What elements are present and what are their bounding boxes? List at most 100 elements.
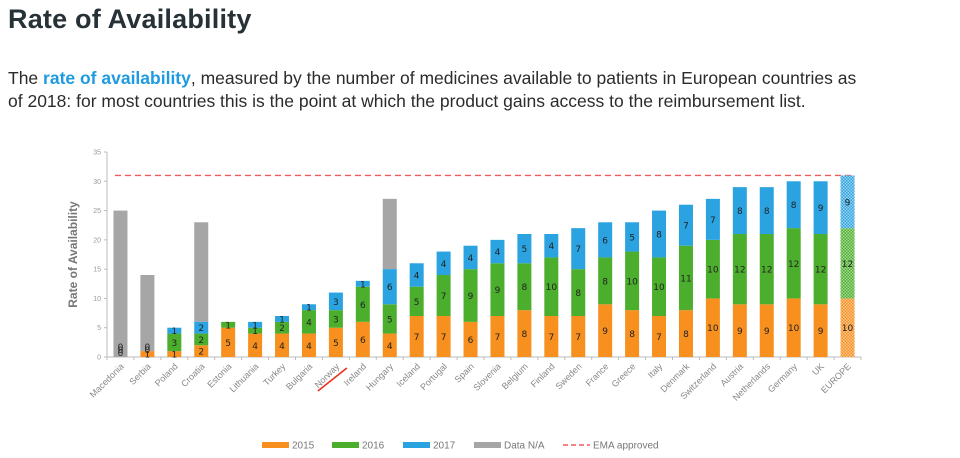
bar-2016	[194, 333, 209, 346]
bar-data-na	[113, 210, 128, 357]
desc-line1: , measured by the number of medicines av…	[190, 68, 857, 88]
legend-swatch-2016	[332, 442, 359, 448]
x-tick-label: Belgium	[500, 361, 530, 391]
data-label: 0	[118, 343, 124, 353]
data-label: 7	[495, 333, 501, 343]
data-label: 5	[414, 298, 420, 308]
y-tick-label: 25	[93, 208, 101, 215]
data-label: 6	[387, 283, 393, 293]
bar-2017	[328, 292, 343, 311]
data-label: 7	[656, 333, 662, 343]
bar-2015	[517, 310, 532, 357]
data-label: 5	[629, 233, 635, 243]
data-label: 12	[734, 266, 745, 276]
data-label: 8	[737, 207, 743, 217]
data-label: 6	[360, 336, 366, 346]
data-label: 6	[602, 236, 608, 246]
bar-2017	[436, 251, 451, 275]
data-label: 7	[441, 333, 447, 343]
bar-2016	[598, 257, 613, 305]
data-label: 9	[737, 327, 743, 337]
bar-2015	[705, 298, 720, 357]
bar-2015	[409, 316, 424, 357]
data-label: 7	[575, 245, 581, 255]
bar-2017	[571, 228, 586, 270]
bar-2015	[544, 316, 559, 357]
bar-2016	[328, 310, 343, 328]
bar-2016	[732, 234, 747, 305]
bar-2017	[732, 187, 747, 234]
bar-2017	[813, 181, 828, 234]
bar-2017	[517, 234, 532, 264]
bar-2017	[705, 198, 720, 240]
x-tick-label: Serbia	[127, 361, 152, 386]
data-label: 4	[387, 342, 393, 352]
data-label: 4	[441, 260, 447, 270]
bar-2016	[248, 327, 263, 334]
bar-2016	[167, 333, 182, 352]
data-label: 4	[495, 248, 501, 258]
bar-2016	[409, 286, 424, 316]
bar-2015	[786, 298, 801, 357]
bar-2016	[705, 239, 720, 299]
data-label: 9	[764, 327, 770, 337]
bar-2016	[275, 321, 290, 334]
bar-2016	[678, 245, 693, 311]
data-label: 8	[522, 283, 528, 293]
x-tick-label: UK	[810, 361, 826, 377]
data-label: 10	[546, 283, 558, 293]
bar-2017	[786, 181, 801, 229]
data-label: 1	[145, 351, 151, 361]
bar-2015	[490, 316, 505, 357]
data-label: 3	[333, 298, 339, 308]
bar-2015	[167, 351, 182, 357]
data-label: 0	[118, 349, 124, 359]
bar-2015	[732, 304, 747, 357]
bar-2017	[355, 280, 370, 287]
bar-data-na	[382, 198, 397, 270]
data-label: 12	[842, 260, 853, 270]
bar-2017	[167, 327, 182, 334]
x-tick-label: Sweden	[554, 361, 584, 391]
data-label: 11	[680, 274, 691, 284]
bar-2015	[221, 327, 236, 357]
bar-2017	[463, 245, 478, 270]
bar-2015	[652, 316, 667, 357]
y-tick-label: 20	[93, 237, 101, 244]
y-tick-label: 5	[97, 325, 101, 332]
description: The rate of availability, measured by th…	[8, 67, 958, 113]
bar-2015	[598, 304, 613, 357]
legend-label: 2016	[362, 441, 385, 452]
data-label: 8	[683, 330, 689, 340]
x-tick-label: Italy	[646, 361, 665, 380]
y-tick-label: 0	[97, 355, 101, 362]
bar-2017	[248, 321, 263, 328]
strikethrough-mark	[317, 367, 348, 392]
bar-2017	[409, 263, 424, 287]
data-label: 10	[707, 266, 719, 276]
bar-2017	[194, 321, 209, 334]
x-tick-label: EUROPE	[819, 361, 853, 395]
bar-data-na	[140, 275, 155, 352]
data-label: 2	[198, 336, 204, 346]
x-tick-label: Macedonia	[88, 361, 126, 399]
data-label: 6	[468, 336, 474, 346]
data-label: 1	[360, 280, 366, 290]
data-label: 7	[575, 333, 581, 343]
bar-2015	[194, 345, 209, 357]
legend-label: 2017	[433, 441, 456, 452]
data-label: 9	[468, 292, 474, 302]
data-label: 1	[225, 321, 231, 331]
bar-2016	[301, 310, 316, 334]
data-label: 7	[683, 222, 689, 232]
y-tick-label: 15	[93, 267, 101, 274]
bar-2015	[759, 304, 774, 357]
y-tick-label: 10	[93, 296, 101, 303]
data-label: 2	[279, 324, 285, 334]
data-label: 4	[468, 254, 474, 264]
bar-2015	[625, 310, 640, 357]
data-label: 2	[198, 324, 204, 334]
bar-2015	[436, 316, 451, 357]
data-label: 9	[602, 327, 608, 337]
data-label: 8	[522, 330, 528, 340]
